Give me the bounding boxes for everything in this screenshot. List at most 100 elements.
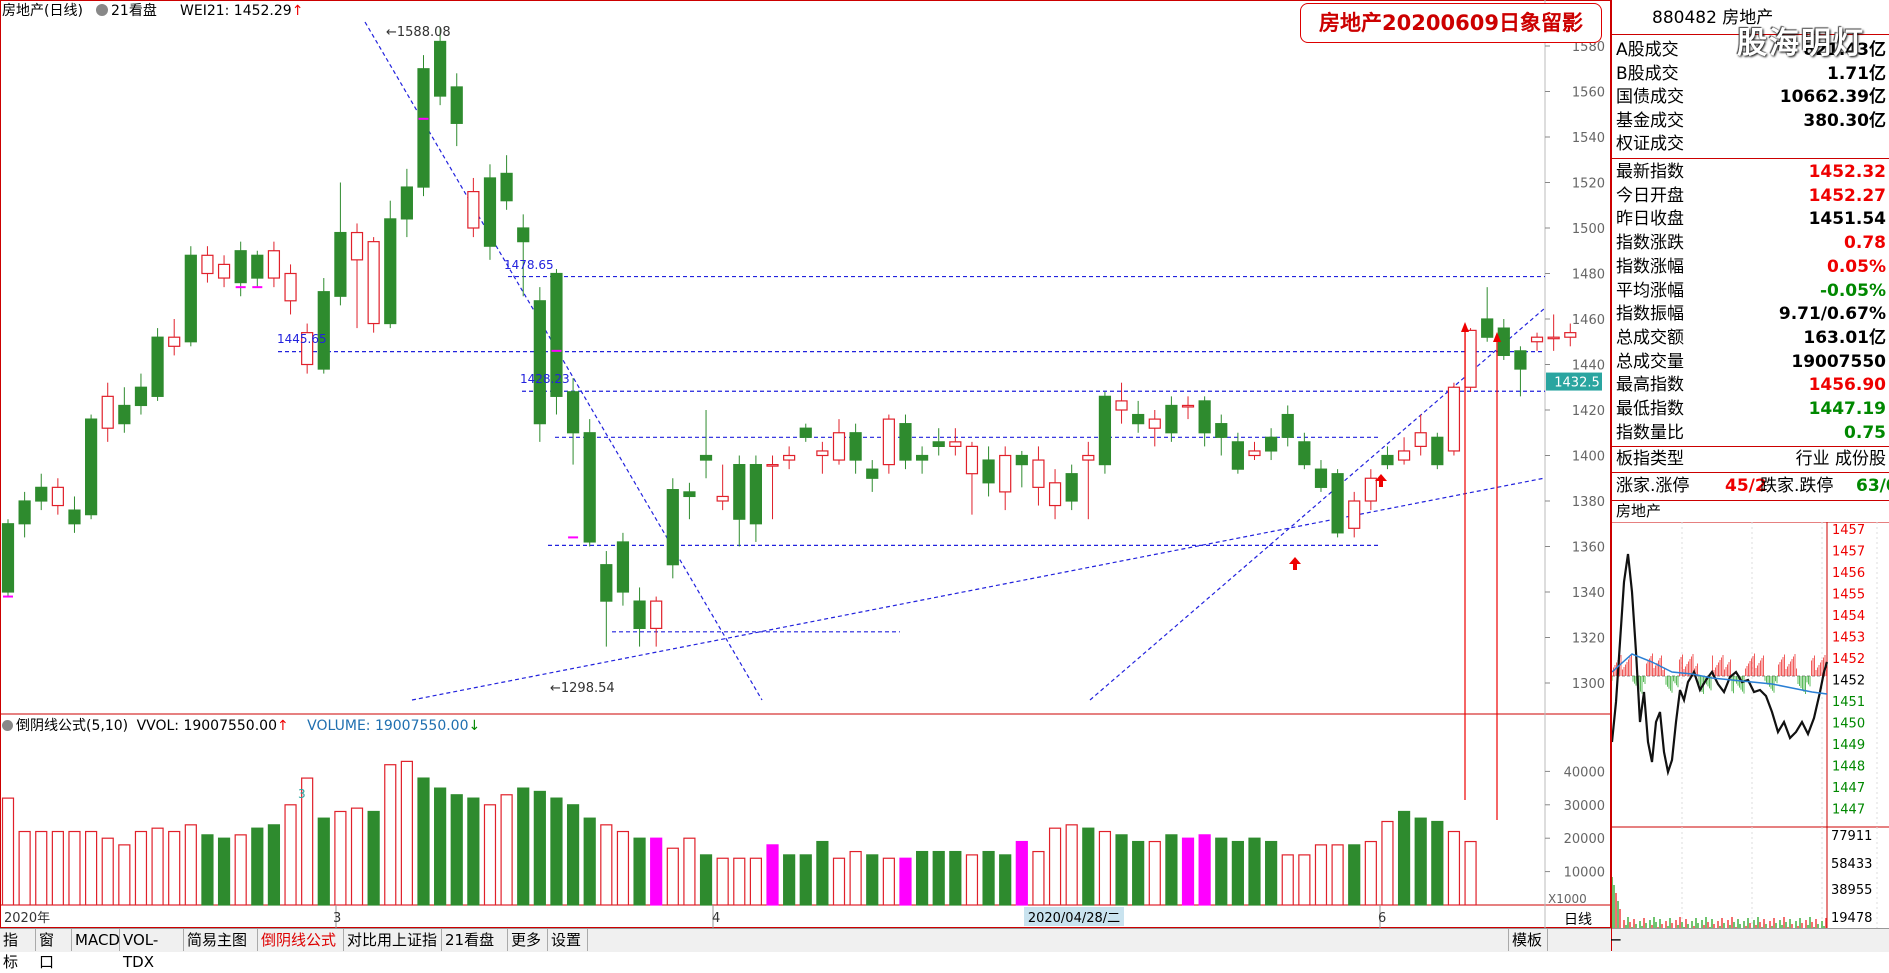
volume-bar — [51, 830, 64, 906]
tab-1[interactable]: 窗口 — [36, 929, 72, 971]
panel-row-value: 1452.27 — [1808, 185, 1886, 206]
volume-bar — [151, 827, 164, 906]
volume-bar — [1098, 830, 1112, 906]
panel-code-text: 880482 房地产 — [1652, 8, 1774, 28]
volume-bar — [1397, 810, 1411, 906]
zoom-out-button[interactable]: − — [1609, 930, 1623, 949]
volume-bar — [733, 857, 746, 906]
price-tick-label: 1500 — [1572, 222, 1605, 237]
volume-bar — [550, 797, 563, 906]
candle-body — [949, 441, 962, 448]
mini-price-label: 1455 — [1832, 588, 1865, 603]
panel-row: 指数涨幅 0.05% — [1612, 255, 1889, 279]
long-uptrend-line — [411, 477, 1546, 701]
date-selected-box — [1024, 907, 1124, 926]
volume-bar — [866, 854, 879, 906]
volume-tick-label: 30000 — [1564, 799, 1605, 814]
candle-body — [915, 454, 929, 461]
candle-body — [434, 40, 447, 97]
candle-body — [799, 427, 812, 438]
wei21-arrow: ↑ — [291, 3, 304, 19]
volume-bar — [1364, 840, 1377, 906]
volume-bar — [650, 837, 663, 906]
mini-chart-title: 房地产 — [1612, 501, 1889, 521]
signal-head-2 — [1493, 332, 1501, 342]
wei21-label: WEI21: 1452.29↑ — [180, 2, 303, 20]
mini-price-label: 1453 — [1832, 631, 1865, 646]
indicator-tab-bar: 指标 窗口 MACD VOL-TDX 简易主图 倒阴线公式 对比用上证指 21看盘 更多 设置 模板 — [0, 928, 1611, 971]
tab-4[interactable]: 简易主图 — [184, 929, 258, 951]
zhangjia-value: 45/2 — [1725, 476, 1767, 496]
panel-row-value: 0.05% — [1827, 256, 1886, 277]
volume-bar — [1231, 840, 1244, 906]
tab-0[interactable]: 指标 — [0, 929, 36, 971]
panel-row: 最高指数 1456.90 — [1612, 373, 1889, 397]
panel-row: 昨日收盘 1451.54 — [1612, 207, 1889, 231]
level-label-1428: 1428.23 — [520, 372, 570, 386]
panel-separator — [1612, 158, 1889, 159]
date-selected-label: 2020/04/28/二 — [1028, 911, 1120, 926]
tab-5[interactable]: 倒阴线公式 — [258, 929, 344, 951]
candle-body — [1281, 413, 1294, 438]
candle-body — [666, 489, 679, 566]
zhangjia-label: 涨家.涨停 — [1616, 476, 1690, 496]
tab-7[interactable]: 21看盘 — [442, 929, 508, 951]
candle-body — [866, 468, 879, 479]
candle-body — [1115, 400, 1128, 411]
candle-body — [1298, 441, 1311, 466]
panel-row-key: 指数振幅 — [1616, 304, 1684, 325]
panel-row-key: 指数涨幅 — [1616, 256, 1684, 277]
panel-board-type: 板指类型 行业 成份股 — [1612, 447, 1889, 471]
volume-bar — [932, 850, 945, 906]
candle-body — [699, 454, 713, 461]
panel-row: 总成交额 163.01亿 — [1612, 326, 1889, 350]
low-annotation: ←1298.54 — [550, 681, 615, 696]
mini-price-label: 1447 — [1832, 803, 1865, 818]
price-tick-label: 1540 — [1572, 131, 1605, 146]
candle-body — [68, 509, 81, 525]
candle-body — [1148, 418, 1161, 429]
volume-bar — [982, 850, 995, 906]
volume-bar — [832, 857, 846, 906]
candle-body — [849, 432, 862, 461]
mini-avg-line — [1612, 653, 1828, 695]
candle-body — [1098, 395, 1112, 466]
volume-bar — [317, 817, 330, 906]
mini-price-label: 1457 — [1832, 523, 1865, 538]
candle-body — [51, 486, 64, 507]
candle-body — [234, 250, 247, 284]
candle-body — [733, 464, 746, 520]
watermark: 股海明灯 — [1737, 26, 1865, 61]
mini-vol-label: 19478 — [1831, 911, 1872, 926]
volume-tick-label: 10000 — [1564, 866, 1605, 881]
candle-body — [650, 600, 663, 629]
panel-row-value: 1456.90 — [1808, 375, 1886, 396]
kline-chart[interactable]: 1580 1560 1540 1520 1500 1480 1460 1440 1420 1400… — [0, 0, 1611, 928]
volume-bar — [1032, 850, 1045, 906]
candle-body — [500, 172, 513, 202]
tab-3[interactable]: VOL-TDX — [120, 929, 184, 971]
intraday-mini-chart[interactable]: 1457 1457 1456 1455 1454 1453 1452 1452 1451 1450… — [1612, 522, 1889, 942]
info-panel: 880482 房地产 A股成交 821.43亿 B股成交 1.71亿 国债成交 10662.… — [1592, 0, 1889, 952]
panel-row-value: 1452.32 — [1808, 162, 1886, 182]
candle-body — [118, 404, 131, 425]
price-tick-label: 1580 — [1572, 40, 1605, 55]
volume-bar — [1281, 854, 1294, 906]
tab-6[interactable]: 对比用上证指 — [344, 929, 442, 951]
tab-9[interactable]: 设置 — [548, 929, 588, 951]
volume-bar — [1331, 844, 1344, 906]
volume-tick-label: 20000 — [1564, 832, 1605, 847]
candle-body — [1364, 477, 1377, 502]
tab-2[interactable]: MACD — [72, 929, 120, 951]
template-tab[interactable]: 模板 — [1508, 929, 1548, 951]
volume-bar — [1082, 827, 1095, 906]
panel-row: 最新指数 1452.32 — [1612, 160, 1889, 184]
volume-bar — [417, 777, 430, 906]
tab-8[interactable]: 更多 — [508, 929, 548, 951]
index-name: 房地产(日线) — [2, 3, 83, 19]
candle-body — [1198, 400, 1211, 434]
vvol-value: VVOL: 19007550.00 — [136, 718, 277, 734]
volume-bar — [1314, 844, 1328, 906]
volume-bar — [517, 787, 530, 906]
